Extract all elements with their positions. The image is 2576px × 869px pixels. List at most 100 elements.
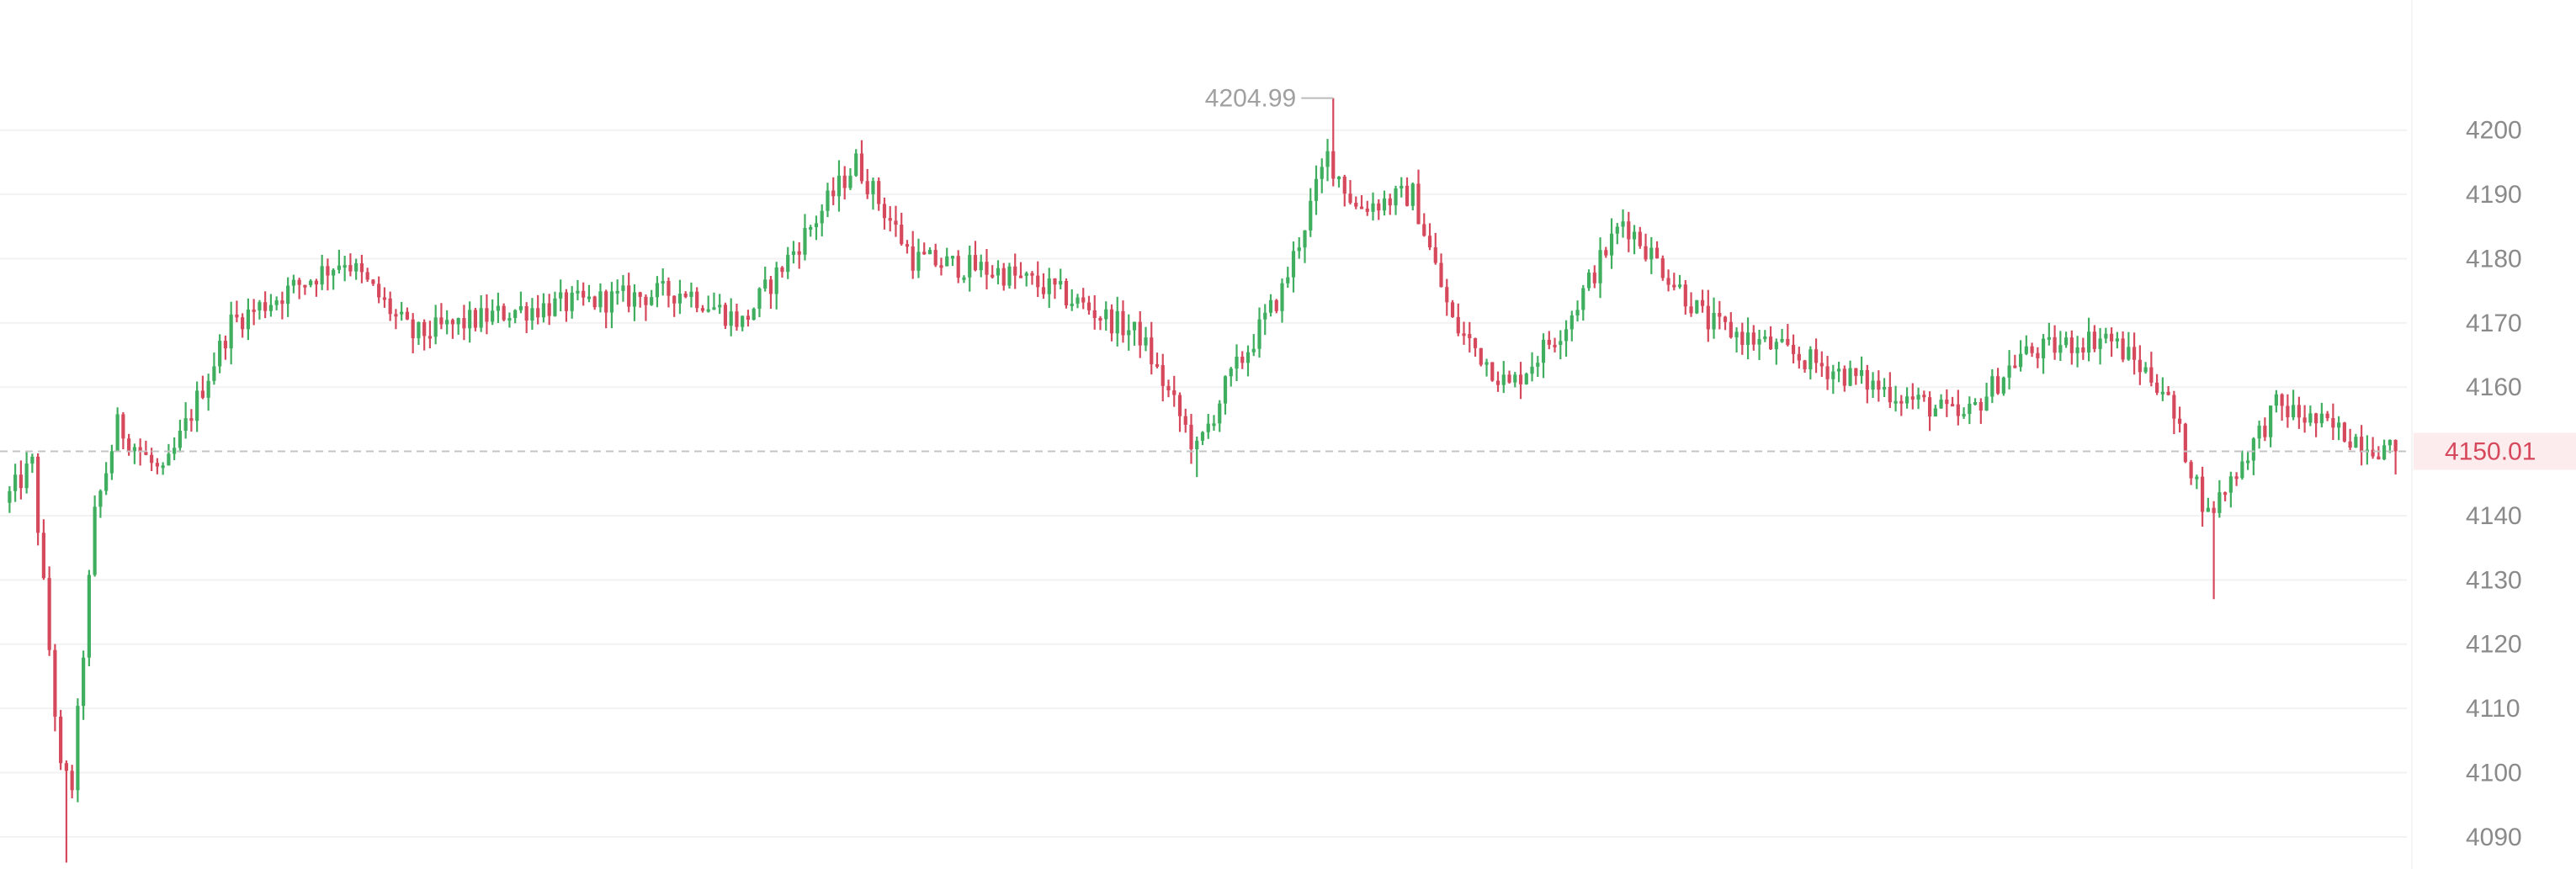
y-tick-label: 4120 bbox=[2466, 631, 2522, 659]
candle-body bbox=[650, 297, 654, 305]
candle-body bbox=[337, 265, 342, 270]
candle bbox=[98, 489, 103, 518]
candle bbox=[2234, 472, 2239, 486]
candle-body bbox=[1274, 299, 1278, 311]
candle bbox=[905, 240, 910, 254]
candle bbox=[627, 273, 631, 313]
candle-body bbox=[1246, 352, 1251, 363]
candle-body bbox=[672, 295, 677, 304]
candle-body bbox=[1059, 281, 1063, 285]
candle bbox=[1677, 274, 1682, 289]
candle-body bbox=[1984, 396, 1989, 411]
candle-body bbox=[667, 281, 671, 296]
candle-body bbox=[502, 305, 506, 321]
candle-body bbox=[76, 706, 80, 791]
candle bbox=[1064, 278, 1069, 309]
candle bbox=[2047, 322, 2051, 346]
candle bbox=[2195, 474, 2199, 490]
candle-body bbox=[1450, 302, 1455, 317]
candle-body bbox=[2393, 439, 2398, 452]
candle bbox=[314, 278, 319, 297]
candle-body bbox=[803, 227, 807, 255]
candle-body bbox=[1320, 167, 1324, 179]
candle bbox=[661, 268, 665, 296]
candle-body bbox=[1729, 321, 1733, 337]
candle-body bbox=[2319, 413, 2324, 424]
candle bbox=[2030, 342, 2034, 358]
candle bbox=[723, 302, 728, 330]
candle bbox=[524, 302, 528, 333]
candle-body bbox=[1598, 250, 1602, 283]
candle bbox=[491, 299, 495, 326]
candle-body bbox=[1916, 395, 1920, 400]
candle-body bbox=[1336, 176, 1341, 179]
candle-body bbox=[1501, 374, 1506, 385]
candle-body bbox=[8, 490, 12, 503]
candle-body bbox=[1495, 380, 1500, 385]
candle bbox=[200, 375, 204, 400]
candle-body bbox=[1888, 386, 1892, 403]
candle bbox=[922, 242, 927, 255]
candle-body bbox=[30, 456, 35, 464]
candle-body bbox=[1132, 321, 1137, 331]
candle bbox=[2036, 347, 2040, 368]
candle-body bbox=[1104, 309, 1108, 320]
candle-body bbox=[2269, 405, 2273, 437]
candle bbox=[1774, 338, 1778, 365]
candle bbox=[1803, 359, 1807, 374]
y-tick-label: 4130 bbox=[2466, 566, 2522, 594]
candle-body bbox=[1115, 310, 1119, 334]
candle bbox=[343, 256, 347, 282]
candle-body bbox=[1809, 349, 1813, 370]
candle bbox=[445, 310, 449, 335]
candle bbox=[507, 312, 512, 328]
candle bbox=[1047, 268, 1051, 308]
candle bbox=[2308, 405, 2313, 427]
candle bbox=[632, 283, 637, 321]
candle-body bbox=[1053, 278, 1057, 285]
candle bbox=[683, 291, 688, 299]
candle-body bbox=[348, 265, 353, 272]
candle bbox=[1439, 253, 1443, 288]
candle-body bbox=[2149, 367, 2154, 383]
candle-body bbox=[1427, 236, 1432, 248]
candle-body bbox=[939, 265, 943, 268]
candle-body bbox=[2246, 460, 2250, 464]
candle bbox=[439, 303, 443, 330]
candle bbox=[1848, 360, 1852, 387]
candle-body bbox=[894, 220, 898, 225]
candle-body bbox=[274, 300, 279, 305]
candle-body bbox=[485, 308, 489, 322]
candle bbox=[2143, 362, 2148, 374]
candle bbox=[2331, 403, 2335, 441]
candle bbox=[757, 287, 762, 317]
candle bbox=[513, 309, 518, 324]
candle-body bbox=[2217, 492, 2222, 513]
candle bbox=[1485, 358, 1489, 377]
candle bbox=[2212, 501, 2216, 600]
candle-body bbox=[2160, 391, 2164, 395]
candle-body bbox=[229, 314, 233, 349]
candle bbox=[1098, 315, 1102, 331]
candle-body bbox=[1507, 374, 1511, 383]
candle bbox=[814, 215, 819, 241]
candle-body bbox=[1644, 246, 1648, 260]
candle-body bbox=[138, 447, 142, 453]
y-tick-label: 4110 bbox=[2466, 695, 2520, 723]
candle bbox=[235, 300, 239, 323]
candle bbox=[155, 458, 159, 474]
candle-body bbox=[1098, 318, 1102, 321]
candle-body bbox=[518, 305, 523, 310]
candle bbox=[1978, 398, 1983, 424]
candle bbox=[1172, 375, 1176, 407]
candle bbox=[1638, 226, 1642, 249]
candle bbox=[1183, 408, 1187, 433]
candle bbox=[1865, 364, 1869, 404]
candle bbox=[218, 334, 222, 374]
candle-body bbox=[1700, 299, 1705, 306]
candle-body bbox=[388, 298, 392, 315]
candle-body bbox=[1859, 369, 1864, 376]
candle bbox=[104, 462, 109, 495]
candle-body bbox=[991, 274, 995, 278]
candle bbox=[428, 321, 433, 349]
